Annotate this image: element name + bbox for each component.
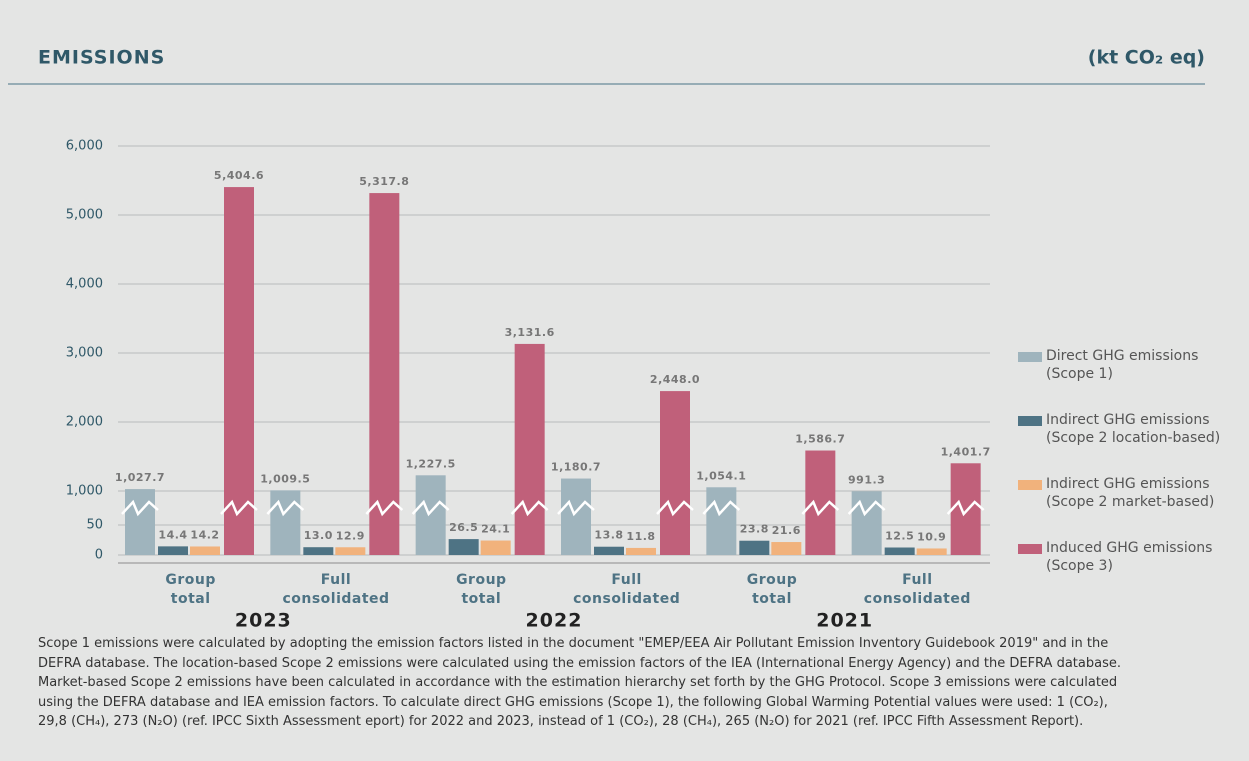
value-label: 23.8	[740, 523, 769, 536]
year-label: 2023	[235, 610, 292, 631]
bar	[706, 487, 737, 555]
chart: EMISSIONS (kt CO₂ eq) 0 50 1,000 2,000 3,000…	[8, 47, 1205, 631]
bar	[884, 547, 915, 555]
value-label: 14.4	[158, 528, 187, 541]
unit: (kt CO₂ eq)	[1088, 47, 1205, 69]
axis-break-mark	[801, 499, 840, 517]
y-tick-label: 6,000	[66, 139, 103, 154]
value-label: 5,404.6	[214, 169, 264, 182]
axis-break-mark	[847, 499, 886, 517]
legend-label: Indirect GHG emissions (Scope 2 location…	[1046, 412, 1221, 446]
value-label: 21.6	[772, 524, 801, 537]
y-tick-label: 3,000	[66, 346, 103, 361]
value-label: 26.5	[449, 521, 478, 534]
category-label: Full consolidated	[573, 572, 681, 607]
bar	[916, 548, 947, 555]
year-label: 2022	[526, 610, 583, 631]
value-label: 991.3	[848, 473, 885, 486]
legend-swatch	[1018, 352, 1042, 362]
y-tick-label: 5,000	[66, 208, 103, 223]
legend-swatch	[1018, 480, 1042, 490]
bar	[514, 343, 545, 555]
value-label: 11.8	[626, 530, 655, 543]
bar	[851, 491, 882, 555]
axis-break-mark	[557, 499, 595, 517]
bar	[660, 391, 690, 555]
value-label: 12.9	[336, 529, 365, 542]
y-tick-label: 1,000	[66, 484, 103, 499]
bar	[190, 546, 220, 555]
bar	[626, 547, 656, 555]
axis-break-mark	[365, 499, 404, 517]
axis-break-mark	[656, 499, 694, 517]
legend-label: Induced GHG emissions (Scope 3)	[1046, 540, 1213, 574]
bar	[158, 546, 188, 555]
value-label: 1,054.1	[696, 469, 746, 482]
value-label: 1,586.7	[795, 433, 845, 446]
value-label: 1,180.7	[551, 461, 601, 474]
axis-break-mark	[510, 499, 549, 517]
bar	[739, 540, 770, 555]
note-line: 29,8 (CH₄), 273 (N₂O) (ref. IPCC Sixth A…	[38, 714, 1084, 729]
bar	[480, 540, 511, 555]
category-label: Full consolidated	[863, 572, 971, 607]
y-tick-label: 4,000	[66, 277, 103, 292]
title: EMISSIONS	[38, 47, 165, 69]
y-tick-label: 0	[95, 548, 103, 563]
value-label: 1,227.5	[406, 457, 456, 470]
value-label: 14.2	[190, 528, 219, 541]
axis-break-mark	[220, 499, 258, 517]
category-label: Group total	[456, 572, 507, 607]
value-label: 3,131.6	[505, 326, 555, 339]
value-label: 13.0	[304, 529, 333, 542]
bar	[224, 187, 254, 556]
axis-break-mark	[702, 499, 741, 517]
bar	[415, 475, 446, 555]
category-label: Full consolidated	[282, 572, 390, 607]
y-tick-label: 50	[86, 518, 103, 533]
note-line: using the DEFRA database and IEA emissio…	[38, 694, 1108, 710]
bar	[561, 478, 591, 555]
legend-swatch	[1018, 544, 1042, 554]
axis-break-mark	[121, 499, 159, 517]
value-label: 10.9	[917, 530, 946, 543]
note-line: DEFRA database. The location-based Scope…	[38, 655, 1121, 671]
legend-label: Indirect GHG emissions (Scope 2 market-b…	[1046, 476, 1215, 510]
value-label: 5,317.8	[359, 175, 409, 188]
value-label: 1,401.7	[941, 445, 991, 458]
value-label: 1,027.7	[115, 471, 165, 484]
bar	[270, 490, 301, 555]
category-label: Group total	[165, 572, 216, 607]
note-line: Scope 1 emissions were calculated by ado…	[38, 636, 1109, 651]
value-label: 2,448.0	[650, 373, 700, 386]
bar	[594, 546, 624, 555]
value-label: 24.1	[481, 523, 510, 536]
value-label: 13.8	[594, 529, 623, 542]
y-tick-label: 2,000	[66, 415, 103, 430]
bar	[369, 193, 400, 556]
legend-label: Direct GHG emissions (Scope 1)	[1046, 348, 1199, 382]
axis-break-mark	[266, 499, 305, 517]
bar	[125, 489, 155, 555]
category-label: Group total	[746, 572, 798, 607]
bar	[950, 463, 981, 555]
axis-break-mark	[946, 499, 985, 517]
bar	[771, 542, 802, 555]
value-label: 1,009.5	[260, 472, 310, 485]
bar	[303, 547, 334, 555]
axis-break-mark	[411, 499, 450, 517]
value-label: 12.5	[885, 530, 914, 543]
bar	[448, 539, 479, 555]
note-line: Market-based Scope 2 emissions have been…	[38, 675, 1118, 690]
year-label: 2021	[816, 610, 873, 631]
bar	[335, 547, 366, 555]
legend-swatch	[1018, 416, 1042, 426]
